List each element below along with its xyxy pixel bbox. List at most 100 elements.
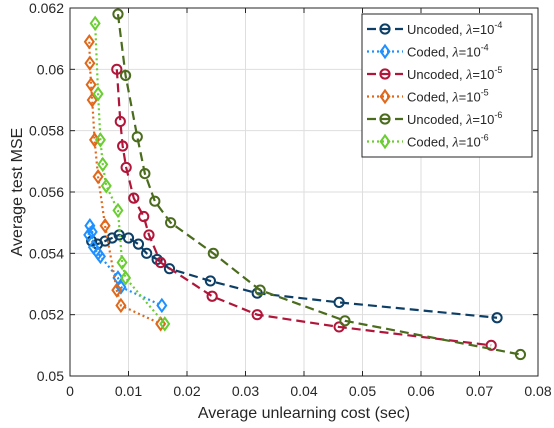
axis-ticks: 0 0.01 0.02 0.03 0.04 0.05 0.06 0.07 0.08 0.05 0.0… [29,0,552,399]
data-point-circle [132,238,145,250]
y-axis-label: Average test MSE [9,128,26,257]
data-point-diamond [156,297,168,314]
data-point-circle [206,290,218,302]
legend-marker [379,113,391,125]
x-tick-label: 0.03 [232,383,259,399]
data-point-diamond [86,224,98,240]
data-point-circle [138,210,150,223]
y-tick-label: 0.052 [29,307,64,323]
data-point-circle [141,247,153,259]
x-tick-label: 0.01 [115,383,142,399]
data-point-diamond [159,316,171,332]
legend-label: Uncoded, λ=10-6 [407,110,502,128]
data-point-diamond [94,248,106,265]
data-point-diamond [86,92,98,108]
data-point-diamond [83,34,95,50]
data-point-circle [114,115,126,128]
data-point-circle [254,284,266,296]
data-point-diamond [85,76,97,93]
data-point-diamond [83,227,95,243]
data-point-diamond [100,178,112,194]
x-tick-label: 0.05 [349,383,376,399]
data-point-circle [485,339,497,351]
data-point-diamond [89,15,101,32]
legend-entry: Uncoded, λ=10-6 [367,110,502,128]
data-point-diamond [92,168,104,185]
data-point-circle [333,296,345,308]
legend-label: Uncoded, λ=10-4 [407,20,502,38]
data-point-diamond [92,86,104,102]
data-point-circle [117,140,129,152]
legend-marker [379,43,391,60]
series-2 [83,218,168,314]
data-point-diamond [99,218,111,234]
data-point-circle [204,275,216,287]
series-4 [83,34,167,332]
data-point-circle [111,63,123,75]
x-tick-label: 0.04 [290,383,317,399]
series-line [94,23,166,325]
series-6 [89,15,171,332]
data-point-circle [333,321,345,333]
y-tick-label: 0.056 [29,184,64,200]
data-point-diamond [94,132,106,148]
legend-marker [379,133,391,150]
series-3 [111,63,497,351]
x-axis-label: Average unlearning cost (sec) [198,405,410,422]
data-point-circle [139,168,151,180]
data-point-diamond [116,254,128,271]
data-point-circle [514,348,527,361]
data-point-circle [155,256,167,269]
y-tick-label: 0.06 [37,61,64,77]
data-point-circle [128,192,140,204]
data-point-diamond [84,55,96,71]
legend-box [361,13,533,158]
data-point-circle [131,131,143,143]
legend-entry: Coded, λ=10-6 [367,133,489,151]
data-point-diamond [112,202,124,219]
data-point-circle [207,247,219,259]
series-group [83,8,527,361]
series-line [91,233,498,319]
data-point-diamond [84,218,96,234]
series-5 [112,8,527,361]
data-point-circle [143,229,155,241]
data-point-diamond [120,270,132,286]
legend-label: Coded, λ=10-6 [407,133,489,151]
data-point-circle [120,161,132,174]
data-point-diamond [111,282,123,298]
legend-marker [379,88,391,105]
data-point-diamond [97,156,109,173]
data-point-circle [112,8,124,20]
data-point-circle [491,312,503,324]
legend-marker [379,68,391,80]
legend-label: Coded, λ=10-4 [407,43,489,61]
legend-entry: Coded, λ=10-4 [367,43,489,61]
legend: Uncoded, λ=10-4 Coded, λ=10-4 Uncoded, λ=1… [361,13,533,158]
legend-label: Uncoded, λ=10-5 [407,65,502,83]
legend-label: Coded, λ=10-5 [407,88,489,106]
y-tick-label: 0.062 [29,0,64,16]
legend-entry: Uncoded, λ=10-5 [367,65,502,83]
series-1 [86,229,503,324]
legend-entry: Coded, λ=10-5 [367,88,489,106]
x-tick-label: 0.07 [466,383,493,399]
series-line [116,13,521,356]
data-point-diamond [89,132,101,148]
legend-marker [379,23,391,35]
legend-entry: Uncoded, λ=10-4 [367,20,502,38]
data-point-diamond [115,297,127,314]
data-point-circle [149,195,161,207]
y-tick-label: 0.058 [29,123,64,139]
data-point-circle [119,69,132,82]
x-tick-label: 0.08 [524,383,551,399]
y-tick-label: 0.05 [37,368,64,384]
x-tick-label: 0.02 [173,383,200,399]
data-point-circle [165,217,177,229]
data-point-circle [163,263,176,275]
x-tick-label: 0 [66,383,74,399]
data-point-circle [251,309,263,321]
y-tick-label: 0.054 [29,245,64,261]
series-line [88,41,162,325]
